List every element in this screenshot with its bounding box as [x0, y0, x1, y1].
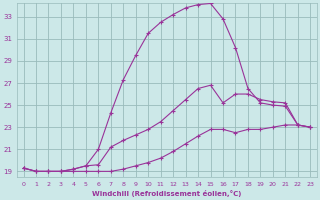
X-axis label: Windchill (Refroidissement éolien,°C): Windchill (Refroidissement éolien,°C): [92, 190, 242, 197]
